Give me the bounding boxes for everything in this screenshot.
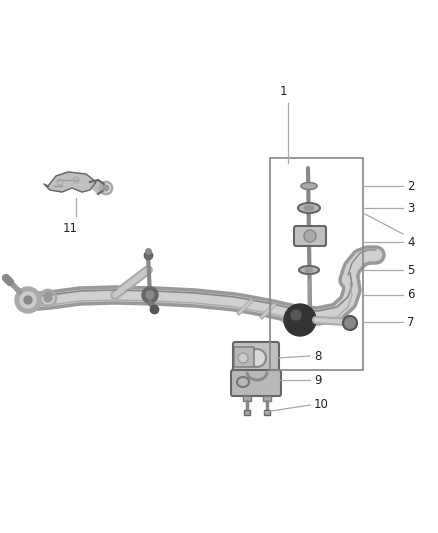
Circle shape — [15, 287, 41, 313]
Circle shape — [304, 230, 316, 242]
FancyBboxPatch shape — [231, 370, 281, 396]
Ellipse shape — [301, 182, 317, 190]
Text: 11: 11 — [63, 222, 78, 235]
Text: 7: 7 — [407, 316, 414, 328]
Ellipse shape — [305, 268, 313, 272]
Circle shape — [248, 349, 266, 367]
Text: 9: 9 — [314, 374, 321, 386]
Circle shape — [44, 294, 52, 302]
Ellipse shape — [304, 206, 314, 211]
Ellipse shape — [299, 266, 319, 274]
Ellipse shape — [298, 203, 320, 213]
Circle shape — [103, 185, 109, 191]
FancyBboxPatch shape — [234, 347, 254, 367]
Text: 5: 5 — [407, 263, 414, 277]
Circle shape — [142, 287, 158, 303]
Text: 4: 4 — [407, 236, 414, 248]
Polygon shape — [44, 172, 96, 192]
Circle shape — [146, 291, 154, 299]
Bar — [244, 410, 250, 415]
Circle shape — [343, 316, 357, 330]
Bar — [264, 410, 270, 415]
Circle shape — [238, 353, 248, 363]
FancyBboxPatch shape — [294, 226, 326, 246]
Text: 1: 1 — [279, 85, 287, 98]
Circle shape — [20, 292, 36, 308]
Text: 8: 8 — [314, 350, 321, 362]
Circle shape — [24, 296, 32, 304]
Bar — [270, 158, 363, 370]
Text: 10: 10 — [314, 399, 329, 411]
Circle shape — [291, 310, 301, 320]
Bar — [263, 396, 271, 401]
Text: 2: 2 — [407, 180, 414, 192]
Polygon shape — [90, 180, 104, 194]
FancyBboxPatch shape — [233, 342, 279, 372]
Circle shape — [284, 304, 316, 336]
Text: 6: 6 — [407, 288, 414, 302]
Text: 3: 3 — [407, 201, 414, 214]
Bar — [243, 396, 251, 401]
